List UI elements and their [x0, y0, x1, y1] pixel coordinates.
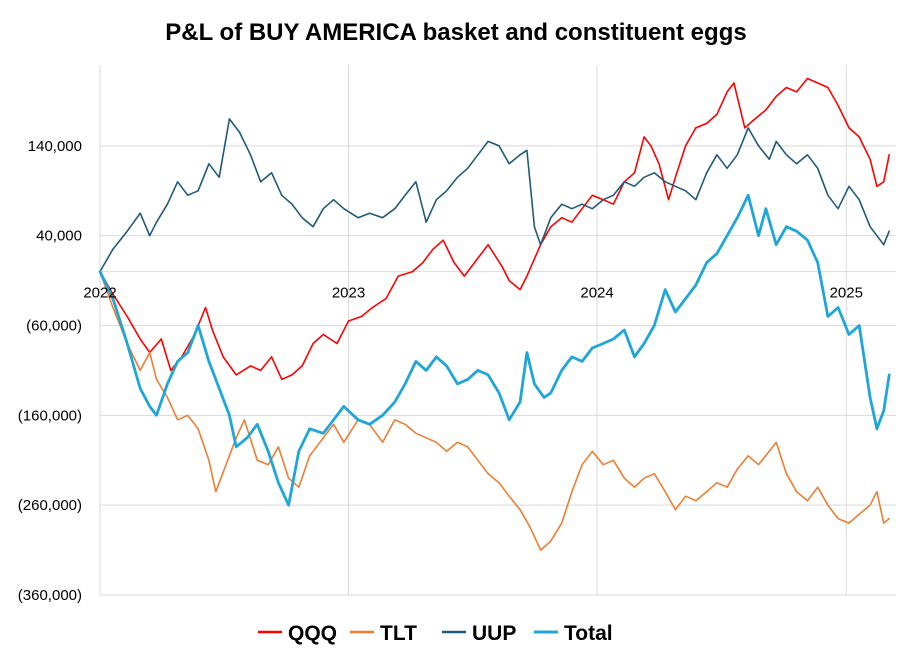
series-line-uup	[99, 118, 891, 273]
legend-label-qqq: QQQ	[288, 622, 337, 645]
y-axis-tick-labels: 140,000 40,000 (60,000) (160,000) (260,000) (…	[18, 138, 82, 604]
series-line-total	[98, 193, 891, 507]
y-tick-label: 140,000	[28, 138, 82, 155]
series-line-tlt	[99, 270, 891, 551]
legend-label-total: Total	[564, 622, 613, 645]
y-tick-label: (160,000)	[18, 407, 82, 424]
y-tick-label: 40,000	[36, 228, 82, 245]
y-tick-label: (260,000)	[18, 497, 82, 514]
horizontal-gridlines	[100, 145, 896, 596]
series-line-qqq	[99, 77, 891, 381]
x-tick-label: 2025	[830, 285, 863, 302]
legend: QQQ TLT UUP Total	[258, 622, 613, 645]
chart-title: P&L of BUY AMERICA basket and constituen…	[165, 19, 746, 46]
x-tick-label: 2023	[332, 285, 365, 302]
x-axis-tick-labels: 2022 2023 2024 2025	[83, 285, 863, 302]
y-tick-label: (60,000)	[26, 318, 82, 335]
legend-label-tlt: TLT	[380, 622, 417, 645]
x-tick-label: 2024	[580, 285, 613, 302]
series-lines	[98, 77, 891, 551]
y-tick-label: (360,000)	[18, 587, 82, 604]
x-tick-label: 2022	[83, 285, 116, 302]
legend-label-uup: UUP	[472, 622, 516, 645]
